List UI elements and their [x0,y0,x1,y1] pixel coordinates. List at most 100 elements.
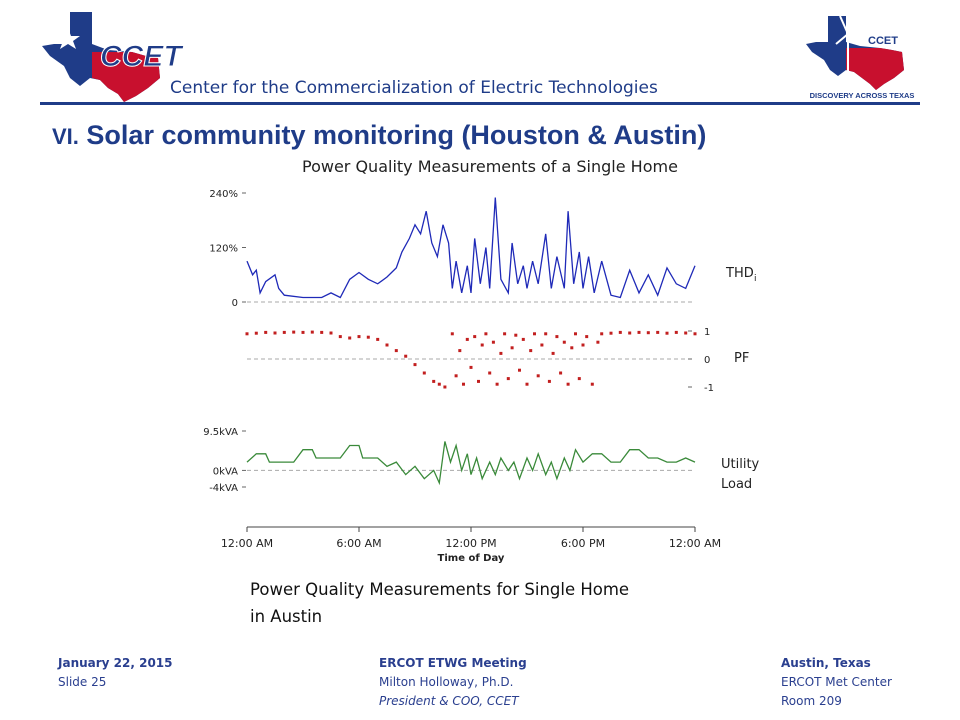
pf-point [458,349,462,353]
x-tick-label: 12:00 AM [669,537,721,550]
pf-point [443,385,447,389]
pf-point [462,382,465,386]
pf-point [264,330,268,334]
pf-point [491,340,495,344]
footer-event: ERCOT ETWG Meeting [379,656,527,670]
panel-label-load: Load [721,477,752,492]
pf-point [536,374,540,378]
right-logo-tagline: DISCOVERY ACROSS TEXAS [810,91,915,100]
pf-point [525,382,529,386]
pf-point [665,331,669,335]
slide-title-text: Solar community monitoring (Houston & Au… [86,120,707,150]
pf-point [450,332,454,336]
pf-point [674,330,678,334]
figure-caption: Power Quality Measurements for Single Ho… [250,576,720,630]
pf-point [484,332,488,336]
y-tick-label: 9.5kVA [203,427,238,438]
series-line-thd [246,197,696,299]
pf-point [570,346,574,350]
pf-point [348,336,352,340]
pf-point [413,363,417,367]
pf-point [357,335,361,339]
pf-point [540,343,544,347]
ccet-logo-text: CCET [100,40,184,73]
footer-date: January 22, 2015 [58,656,173,670]
pf-point [684,331,688,335]
x-tick-label: 12:00 AM [221,537,273,550]
pf-point [521,337,525,341]
pf-point [310,330,314,334]
footer-slide-number: Slide 25 [58,675,107,689]
pf-point [480,343,484,347]
footer-right: Austin, Texas ERCOT Met Center Room 209 [781,654,892,711]
pf-point [555,335,559,339]
panel-label-thd-subscript: i [754,274,757,284]
pf-point [590,382,594,386]
pf-point [282,330,286,334]
texas-map-icon [42,12,160,102]
series-line-utility-load [246,441,696,486]
pf-point [559,371,563,375]
pf-point [385,343,389,347]
section-number: VI. [52,124,79,149]
pf-point [577,377,581,381]
pf-point [273,331,277,335]
pf-point [292,330,296,334]
pf-point [585,335,589,339]
footer-presenter: Milton Holloway, Ph.D. [379,675,514,689]
footer-venue: ERCOT Met Center [781,675,892,689]
pf-point [477,379,480,383]
texas-map-icon [806,16,904,90]
pf-point [574,332,577,336]
y-tick-label: 0kVA [213,466,238,477]
pf-point [514,333,518,337]
pf-point [637,330,641,334]
y-tick-label: 0 [232,298,238,309]
pf-point [562,340,566,344]
pf-point [533,332,536,336]
footer-middle: ERCOT ETWG Meeting Milton Holloway, Ph.D… [379,654,527,711]
pf-point [404,354,408,358]
pf-point [254,331,258,335]
panel-label-utility: Utility [721,457,760,472]
y-tick-label: 1 [704,327,710,338]
y-tick-label: -4kVA [209,483,238,494]
pf-point [469,365,473,369]
pf-point [510,346,514,350]
x-tick-label: 12:00 PM [445,537,496,550]
pf-point [320,330,324,334]
pf-point [547,379,551,383]
pf-point [646,331,650,335]
y-tick-label: 240% [209,189,238,200]
pf-point [301,330,305,334]
pf-point [503,332,507,336]
slide-title: VI. Solar community monitoring (Houston … [52,120,706,151]
ccet-logo: CCET [40,8,190,104]
pf-point [551,351,555,355]
pf-point [432,379,436,383]
pf-point [518,368,521,372]
pf-point [454,374,458,378]
header-rule [40,102,920,105]
pf-point [329,331,333,335]
y-tick-label: -1 [704,383,714,394]
right-logo-text: CCET [868,35,898,47]
pf-point [437,382,441,386]
pf-point [618,330,622,334]
footer-left: January 22, 2015 Slide 25 [58,654,173,692]
pf-point [628,331,632,335]
pf-point [609,331,613,335]
chart-title: Power Quality Measurements of a Single H… [302,157,678,176]
pf-point [394,349,398,353]
pf-point [488,371,492,375]
pf-point [366,335,370,339]
y-tick-label: 0 [704,355,710,366]
caption-line-2: in Austin [250,607,323,626]
y-tick-label: 120% [209,244,238,255]
footer-role: President & COO, CCET [379,694,519,708]
footer-room: Room 209 [781,694,842,708]
pf-point [600,332,604,336]
panel-label-pf: PF [734,351,749,366]
x-tick-label: 6:00 PM [561,537,605,550]
wind-turbine-icon [835,15,863,78]
